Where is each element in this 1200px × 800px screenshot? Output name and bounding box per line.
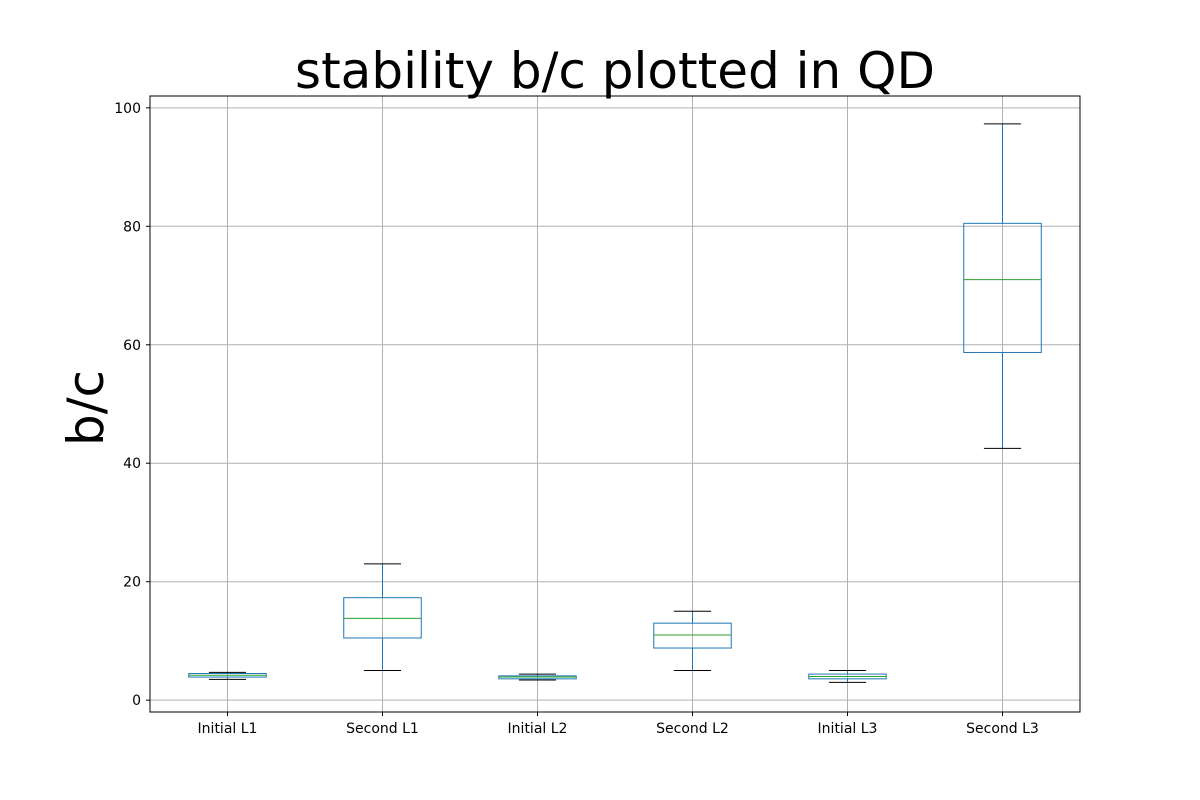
y-tick-label: 60 (123, 338, 141, 354)
box-initial-l1 (188, 671, 267, 680)
x-tick-label: Second L2 (656, 721, 729, 737)
iqr-box (343, 597, 422, 639)
x-tick-label: Initial L1 (198, 721, 258, 737)
y-tick-label: 80 (123, 219, 141, 235)
box-initial-l2 (498, 673, 577, 681)
y-tick-label: 100 (114, 101, 141, 117)
plot-frame (149, 95, 1081, 713)
y-axis-label: b/c (57, 370, 115, 446)
iqr-box (963, 222, 1042, 353)
iqr-box (653, 622, 732, 649)
x-tick-label: Initial L3 (818, 721, 878, 737)
box-second-l2 (653, 610, 732, 672)
chart-title: stability b/c plotted in QD (295, 42, 935, 100)
y-tick-label: 20 (123, 575, 141, 591)
x-tick-label: Initial L2 (508, 721, 568, 737)
grid-lines (150, 96, 1080, 712)
axes-layer: 0 20 40 60 80 100 Initial L1 Second L1 Initial L… (114, 101, 1039, 737)
box-second-l1 (343, 563, 422, 672)
box-initial-l3 (808, 670, 887, 683)
boxes-layer (188, 123, 1042, 683)
x-tick-label: Second L1 (346, 721, 419, 737)
x-tick-label: Second L3 (966, 721, 1039, 737)
y-tick-label: 40 (123, 456, 141, 472)
box-second-l3 (963, 123, 1042, 449)
y-tick-label: 0 (132, 693, 141, 709)
